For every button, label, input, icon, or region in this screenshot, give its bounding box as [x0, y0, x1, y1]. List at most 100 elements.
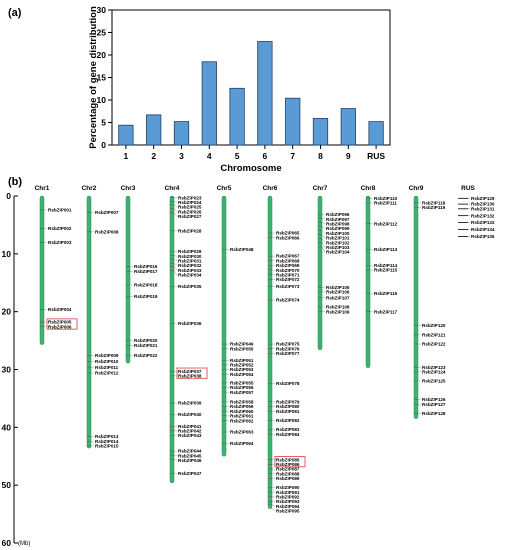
- gene-label: RsbZIP101: [326, 236, 350, 241]
- scale-tick-label: 20: [2, 307, 12, 317]
- gene-label: RsbZIP082: [276, 418, 300, 423]
- gene-label: RsbZIP013: [95, 434, 119, 439]
- chromosome-label: Chr4: [165, 185, 180, 192]
- gene-label: RsbZIP037: [178, 369, 202, 374]
- gene-link: [173, 262, 178, 266]
- gene-label: RsbZIP010: [95, 359, 119, 364]
- gene-label: RsbZIP030: [178, 254, 202, 259]
- gene-label: RsbZIP108: [326, 305, 350, 310]
- gene-label: RsbZIP050: [230, 346, 254, 351]
- gene-label: RsbZIP041: [178, 424, 202, 429]
- gene-link: [321, 230, 326, 234]
- gene-label: RsbZIP027: [178, 214, 202, 219]
- gene-label: RsbZIP002: [48, 226, 72, 231]
- gene-label: RsbZIP124: [422, 369, 446, 374]
- chromosome-label: Chr9: [409, 185, 424, 192]
- gene-label: RsbZIP122: [422, 342, 446, 347]
- gene-label: RsbZIP081: [276, 409, 300, 414]
- gene-label: RsbZIP052: [230, 363, 254, 368]
- gene-label: RsbZIP065: [276, 231, 300, 236]
- scale-tick-label: 30: [2, 365, 12, 375]
- gene-label: RsbZIP055: [230, 380, 254, 385]
- gene-label: RsbZIP118: [422, 201, 446, 206]
- gene-label: RsbZIP097: [326, 217, 350, 222]
- x-tick-label: 8: [318, 151, 323, 161]
- gene-label: RsbZIP005: [48, 320, 72, 325]
- gene-label: RsbZIP096: [326, 212, 350, 217]
- gene-label: RsbZIP100: [326, 231, 350, 236]
- gene-link: [321, 242, 326, 248]
- gene-link: [321, 222, 326, 225]
- gene-label: RsbZIP075: [276, 342, 300, 347]
- gene-label: RsbZIP016: [134, 264, 158, 269]
- gene-label: RsbZIP060: [230, 409, 254, 414]
- gene-label: RsbZIP114: [374, 263, 398, 268]
- chromosome-bar: [39, 195, 45, 345]
- gene-label: RsbZIP104: [326, 250, 350, 255]
- chromosome-bar: [125, 195, 131, 364]
- gene-label: RsbZIP111: [374, 201, 397, 206]
- gene-link: [173, 270, 178, 276]
- gene-label: RsbZIP078: [276, 381, 300, 386]
- gene-link: [321, 234, 326, 239]
- gene-label: RsbZIP056: [230, 385, 254, 390]
- gene-label: RsbZIP116: [374, 291, 398, 296]
- gene-link: [173, 201, 178, 203]
- gene-label: RsbZIP006: [48, 324, 72, 329]
- gene-label: RsbZIP085: [276, 457, 300, 462]
- gene-label: RsbZIP049: [230, 342, 254, 347]
- gene-label: RsbZIP012: [95, 371, 119, 376]
- x-tick-label: 9: [346, 151, 351, 161]
- gene-label: RsbZIP098: [326, 222, 350, 227]
- gene-label: RsbZIP033: [178, 268, 202, 273]
- gene-label: RsbZIP026: [178, 209, 202, 214]
- gene-label: RsbZIP095: [276, 509, 300, 514]
- y-tick-label: 30: [97, 5, 107, 15]
- gene-label: RsbZIP073: [276, 284, 300, 289]
- gene-label: RsbZIP045: [178, 453, 202, 458]
- y-tick-label: 0: [101, 140, 106, 150]
- panel-label-a: (a): [8, 7, 22, 19]
- gene-link: [321, 218, 326, 220]
- gene-label: RsbZIP084: [276, 432, 300, 437]
- gene-label: RsbZIP071: [276, 273, 300, 278]
- gene-label: RsbZIP090: [276, 485, 300, 490]
- chromosome-label: Chr1: [35, 185, 50, 192]
- gene-label: RsbZIP048: [230, 247, 254, 252]
- gene-label: RsbZIP040: [178, 412, 202, 417]
- gene-label: RsbZIP001: [48, 207, 72, 212]
- gene-label: RsbZIP068: [276, 258, 300, 263]
- gene-label: RsbZIP003: [48, 240, 72, 245]
- chromosome-label: Chr6: [263, 185, 278, 192]
- gene-label: RsbZIP106: [326, 290, 350, 295]
- gene-label: RsbZIP047: [178, 471, 202, 476]
- gene-label: RsbZIP035: [178, 284, 202, 289]
- gene-label: RsbZIP130: [471, 202, 495, 207]
- chromosome-bar: [267, 195, 273, 509]
- gene-label: RsbZIP080: [276, 404, 300, 409]
- gene-label: RsbZIP091: [276, 490, 300, 495]
- gene-link: [173, 212, 178, 217]
- chromosome-label: Chr5: [217, 185, 232, 192]
- gene-label: RsbZIP103: [326, 245, 350, 250]
- gene-label: RsbZIP046: [178, 458, 202, 463]
- gene-label: RsbZIP054: [230, 372, 254, 377]
- x-tick-label: 6: [263, 151, 268, 161]
- gene-label: RsbZIP083: [276, 427, 300, 432]
- gene-label: RsbZIP076: [276, 346, 300, 351]
- gene-link: [173, 459, 178, 461]
- gene-label: RsbZIP088: [276, 471, 300, 476]
- gene-label: RsbZIP009: [95, 353, 119, 358]
- gene-label: RsbZIP109: [326, 309, 350, 314]
- y-tick-label: 10: [97, 95, 107, 105]
- gene-label: RsbZIP134: [471, 227, 495, 232]
- gene-label: RsbZIP020: [134, 338, 158, 343]
- bar-chart: (a) 0 5 10 15 20 25 30 1 2 3 4 5 6 7 8 9 RUS Chromosome Per…: [8, 5, 391, 174]
- scale-tick-label: 10: [2, 249, 12, 259]
- chromosome-bar: [317, 195, 323, 351]
- gene-link: [173, 266, 178, 271]
- gene-label: RsbZIP057: [230, 390, 254, 395]
- gene-label: RsbZIP086: [276, 462, 300, 467]
- gene-link: [173, 258, 178, 262]
